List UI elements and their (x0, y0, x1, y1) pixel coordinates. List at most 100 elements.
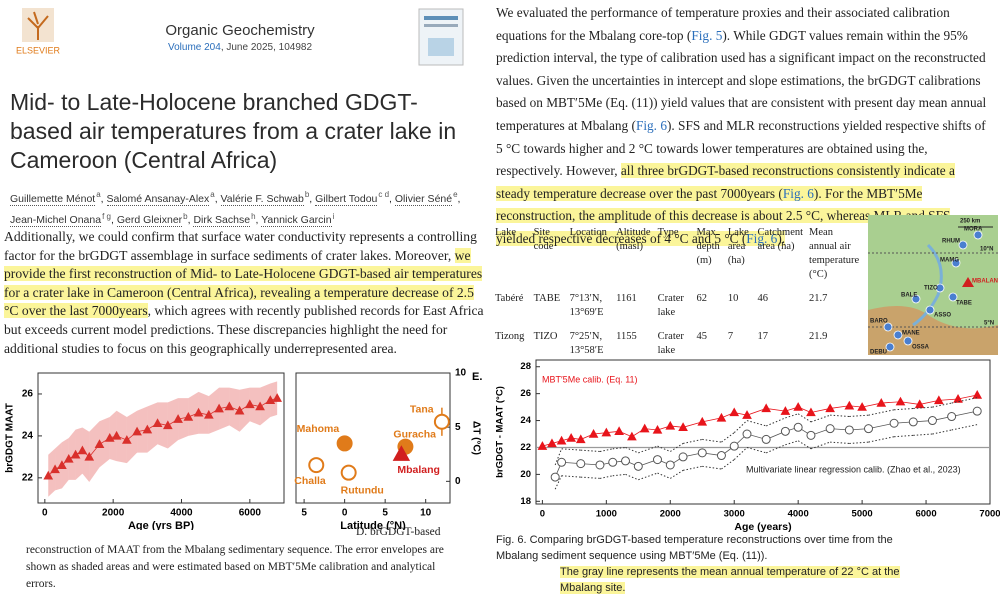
x-tick-label: 10 (420, 508, 432, 519)
author-name[interactable]: Valérie F. Schwab (220, 192, 304, 206)
author-name[interactable]: Olivier Séné (394, 192, 453, 206)
circle-marker (716, 451, 726, 461)
x-tick-label: 2000 (660, 509, 681, 520)
author-list: Guillemette Ménota, Salomé Ansanay-Alexa… (10, 186, 480, 229)
error-envelope (682, 465, 703, 471)
circle-marker (927, 416, 937, 426)
author-name[interactable]: Salomé Ansanay-Alex (106, 192, 210, 206)
author-name[interactable]: Gerd Gleixner (116, 214, 183, 227)
triangle-marker (77, 445, 88, 455)
triangle-marker (214, 403, 224, 413)
publisher-logo: ELSEVIER (16, 8, 61, 55)
error-envelope (868, 409, 895, 416)
triangle-marker (857, 402, 867, 411)
x-tick-label: 2000 (102, 508, 125, 519)
table-cell: 46 (757, 293, 769, 304)
triangle-marker (547, 438, 557, 448)
error-envelope (599, 475, 613, 479)
y-tick-label: 10 (455, 368, 467, 379)
volume-link[interactable]: Volume 204 (167, 42, 221, 53)
error-envelope (721, 432, 735, 443)
author-name[interactable]: Gilbert Todou (315, 192, 378, 206)
y-tick-label: 24 (22, 431, 34, 442)
y-tick-label: 24 (520, 415, 531, 426)
author-name[interactable]: Guillemette Ménot (10, 192, 96, 206)
author: Valérie F. Schwabb, (220, 190, 316, 206)
error-envelope (208, 387, 220, 434)
text-segment[interactable]: Fig. 5 (691, 27, 723, 43)
triangle-marker (43, 470, 54, 480)
author: Gilbert Todouc d, (315, 190, 395, 206)
cover-band (424, 24, 458, 27)
logo-branches (27, 11, 49, 40)
error-envelope (219, 387, 230, 430)
triangle-marker (742, 410, 752, 419)
author-name[interactable]: Yannick Garcin (261, 214, 332, 227)
table-cell: Tizong (495, 331, 525, 342)
triangle-marker (392, 445, 411, 461)
error-envelope (554, 475, 563, 490)
error-envelope (894, 434, 914, 438)
map-label: TABE (956, 301, 972, 307)
x-axis-label: Age (yrs BP) (128, 520, 194, 530)
site-map: 250 km MORA RHUM 10°N MAMG MBALANG TIZO TABE BAL… (868, 215, 998, 355)
journal-cover (418, 8, 464, 66)
circle-marker (595, 460, 605, 470)
text-segment: We evaluated the performance of temperat… (496, 5, 950, 43)
author: Guillemette Ménota, (10, 190, 107, 206)
x-tick-label: 1000 (596, 509, 617, 520)
triangle-marker (70, 449, 81, 459)
latitude-chart: 5 0 5 10 0 5 10 Latitude (°N) ΔT (°C) E. Mahoma Gur… (294, 368, 482, 530)
reconstruction-chart: 0 1000 2000 3000 4000 5000 6000 7000 18 20 22 24 26 2… (495, 359, 1000, 532)
triangle-marker (183, 412, 194, 421)
text-segment[interactable]: Fig. 6 (746, 230, 778, 246)
y-tick-label: 18 (520, 496, 531, 507)
author-affiliation: c d (378, 190, 390, 199)
map-site (885, 342, 895, 352)
error-envelope (82, 427, 90, 483)
error-envelope (670, 469, 684, 479)
x-tick-label: 3000 (724, 509, 745, 520)
text-segment[interactable]: Fig. 6 (635, 117, 667, 133)
point-label: Mbalang (397, 464, 440, 476)
x-tick-label: 4000 (788, 509, 809, 520)
y-tick-label: 26 (22, 389, 34, 400)
publisher-name: ELSEVIER (16, 45, 61, 55)
author-name[interactable]: Dirk Sachse (193, 214, 251, 227)
left-caption-lead: D. brGDGT-based (356, 526, 441, 538)
maat-chart: 0 2000 4000 6000 22 24 26 Age (yrs BP) brGDGT MA… (5, 372, 285, 530)
table-cell: Crater lake (657, 331, 684, 356)
error-envelope (721, 459, 735, 470)
x-axis-label: Age (years) (734, 521, 791, 532)
author: Jean-Michel Onanaf g, (10, 211, 117, 227)
triangle-marker (234, 405, 245, 415)
table-cell: 17 (757, 331, 769, 342)
triangle-marker (614, 426, 624, 436)
table-cell: 21.9 (809, 331, 828, 342)
author-affiliation: b (304, 190, 310, 199)
plot-frame (295, 372, 451, 504)
article-title: Mid- to Late-Holocene branched GDGT-base… (10, 88, 490, 175)
error-envelope (657, 472, 671, 479)
error-envelope (126, 410, 138, 464)
error-envelope (99, 417, 110, 468)
error-envelope (746, 420, 767, 427)
text-segment[interactable]: Fig. 6 (782, 185, 814, 201)
author-affiliation: f g (102, 211, 111, 221)
lake-table: Lake Site code Location Altitude (masl) Type… (492, 224, 864, 366)
triangle-marker (895, 396, 906, 406)
y-axis-label: brGDGT MAAT (5, 403, 16, 473)
table-header: Site code (533, 227, 554, 252)
triangle-marker (111, 430, 122, 440)
volume-line: Volume 204, June 2025, 104982 (0, 42, 480, 53)
author-name[interactable]: Jean-Michel Onana (10, 214, 102, 227)
triangle-marker (537, 441, 548, 450)
triangle-marker (793, 402, 804, 411)
circle-marker (621, 456, 631, 466)
table-header-row: Lake Site code Location Altitude (masl) Type… (492, 224, 864, 290)
table-header: Catchment area (ha) (757, 227, 804, 252)
table-cell: 7°13′N, 13°69′E (569, 293, 604, 318)
circle-marker (761, 434, 771, 444)
error-envelope (239, 387, 250, 432)
